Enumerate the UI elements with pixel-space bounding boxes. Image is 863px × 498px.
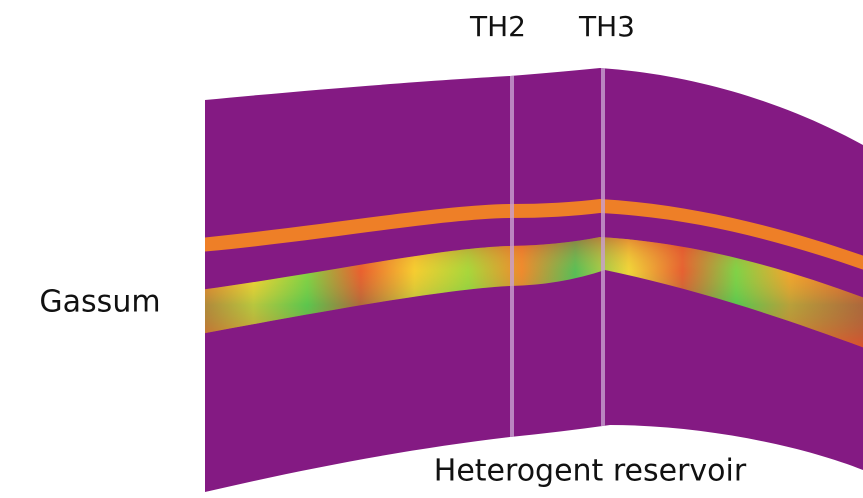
caption: Heterogent reservoir: [434, 454, 747, 489]
page: TH2 TH3 Gassum Heterogent reservoir (() …: [0, 0, 863, 498]
cross-section: TH2 TH3 Gassum Heterogent reservoir: [0, 0, 863, 498]
section-panel: [200, 60, 863, 498]
well-label: TH3: [578, 10, 635, 43]
formation-label: Gassum: [39, 285, 160, 320]
well-label: TH2: [469, 10, 526, 43]
